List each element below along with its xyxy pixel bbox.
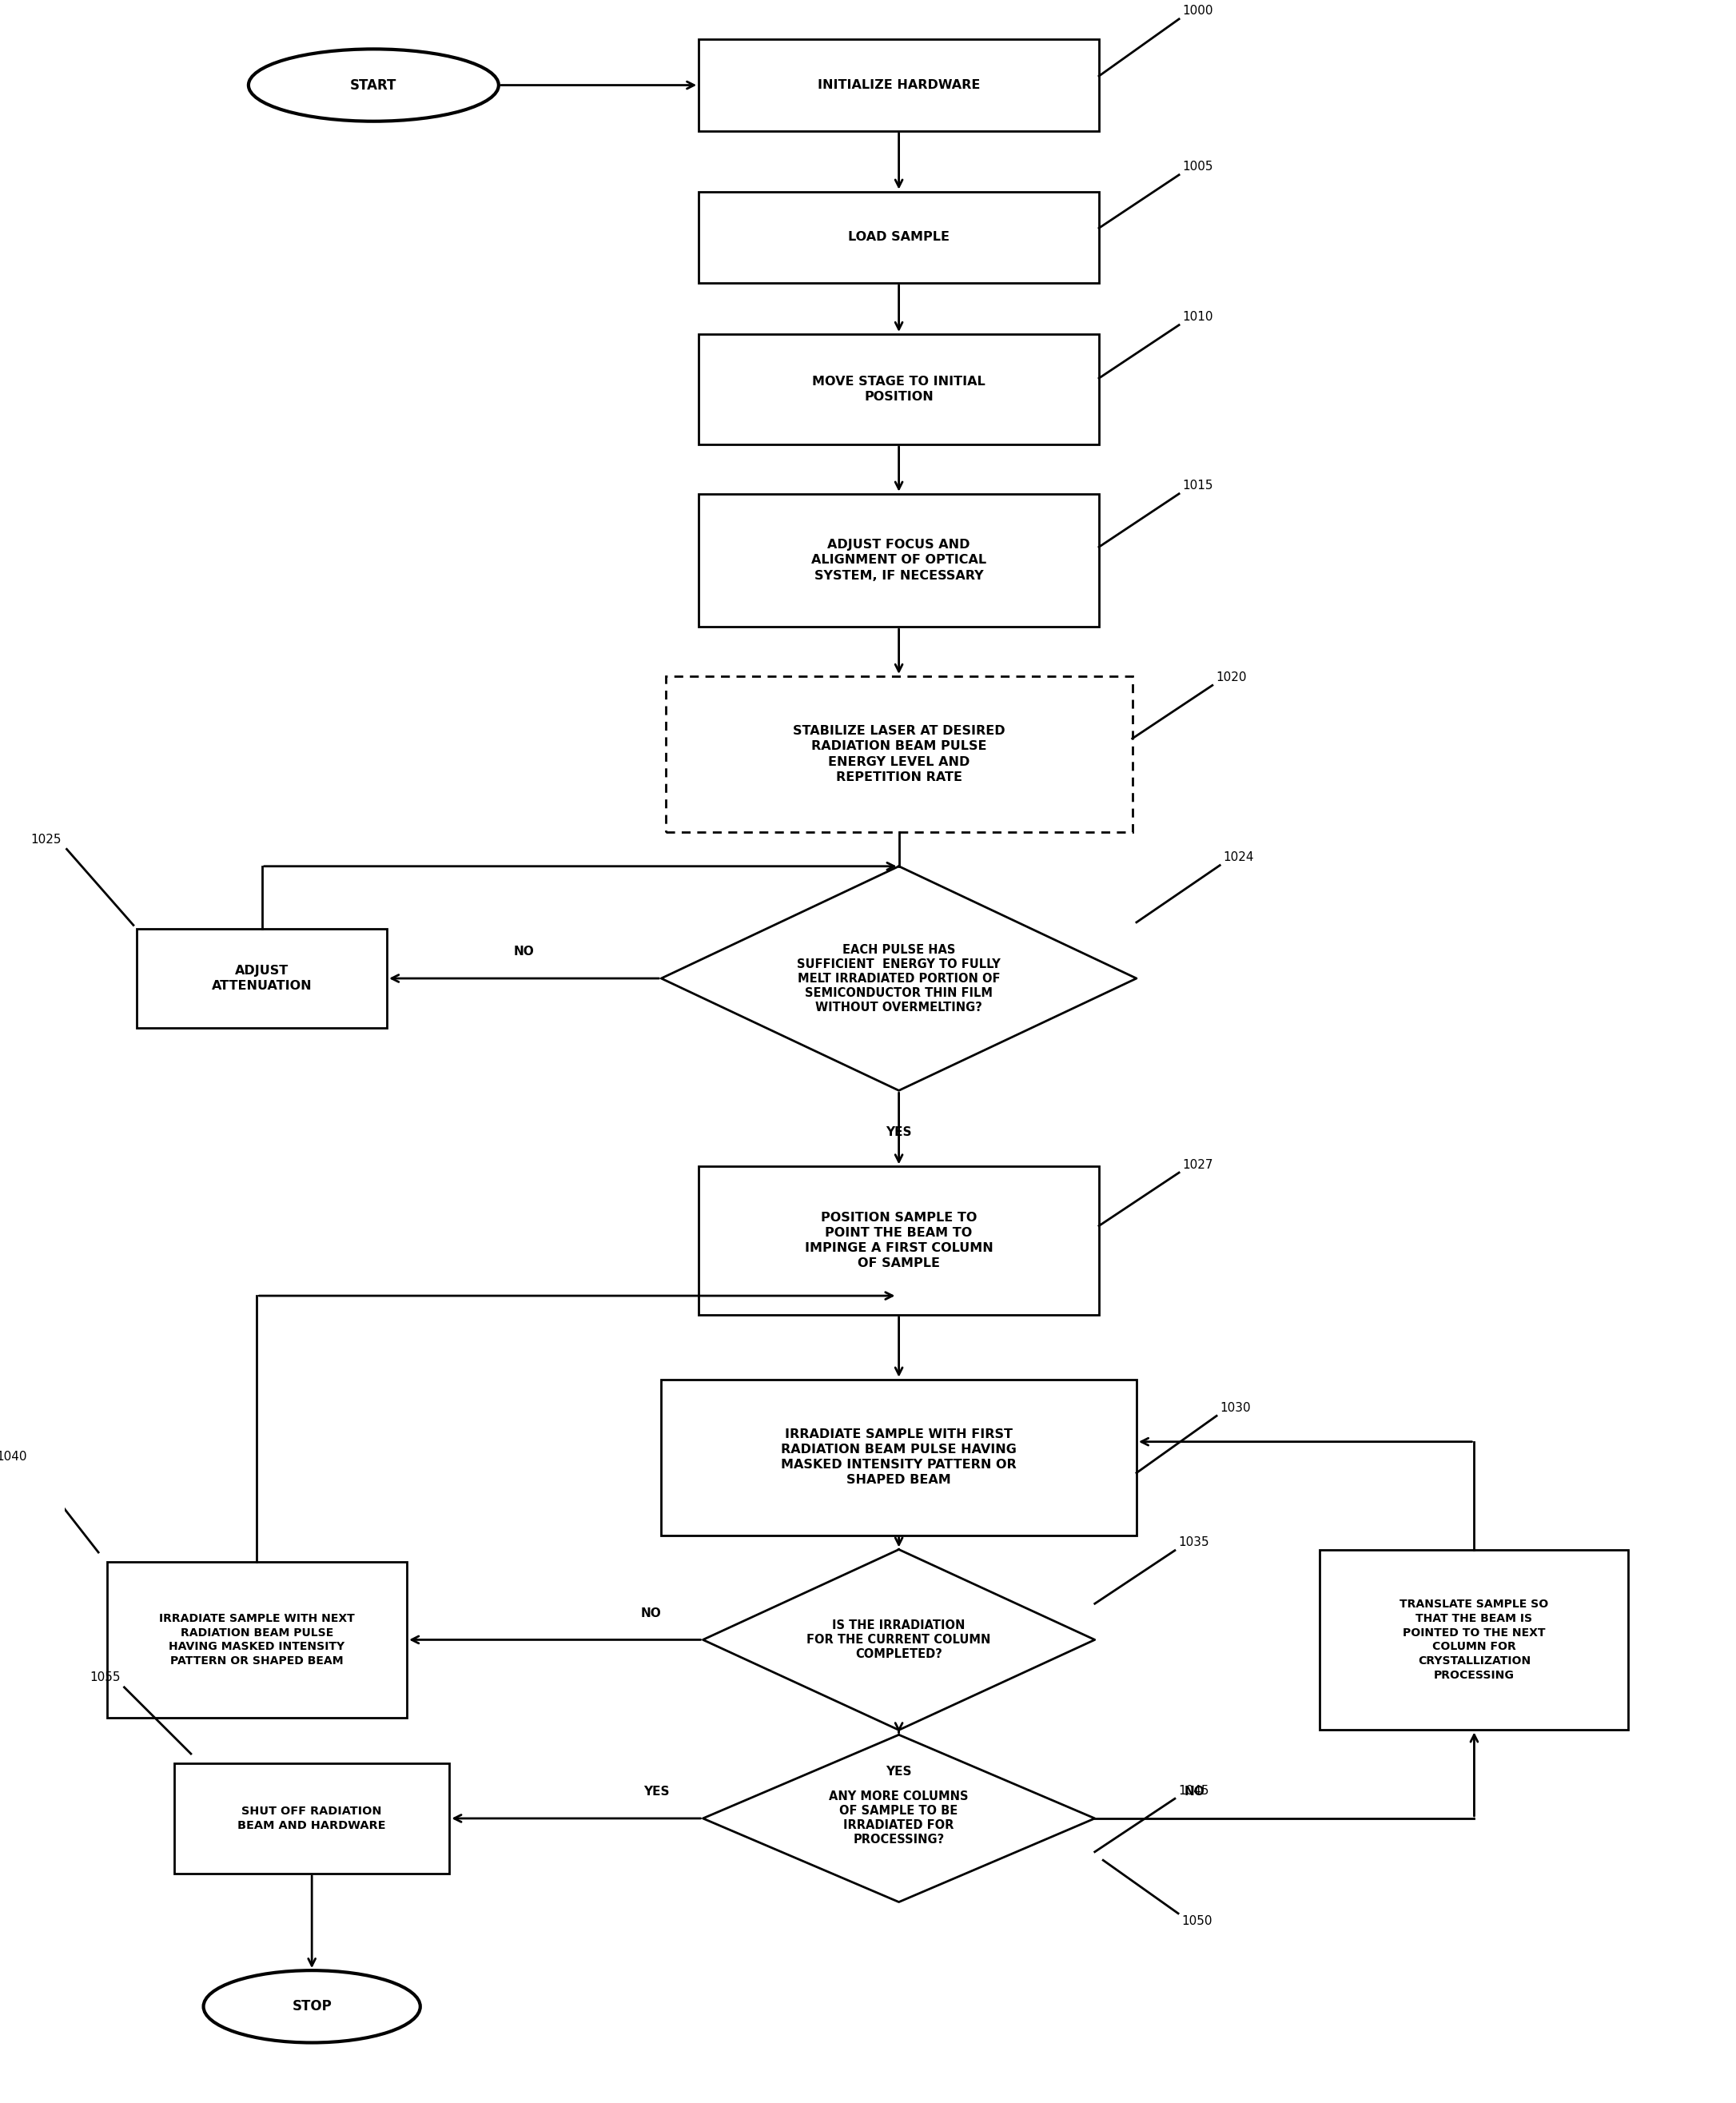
Text: ANY MORE COLUMNS
OF SAMPLE TO BE
IRRADIATED FOR
PROCESSING?: ANY MORE COLUMNS OF SAMPLE TO BE IRRADIA… [830, 1792, 969, 1846]
Text: 1050: 1050 [1182, 1916, 1212, 1926]
Text: YES: YES [885, 1127, 911, 1138]
FancyBboxPatch shape [106, 1563, 406, 1718]
Text: YES: YES [644, 1785, 670, 1798]
Text: SHUT OFF RADIATION
BEAM AND HARDWARE: SHUT OFF RADIATION BEAM AND HARDWARE [238, 1806, 385, 1832]
Text: NO: NO [514, 946, 535, 957]
FancyBboxPatch shape [661, 1380, 1137, 1535]
Text: ADJUST FOCUS AND
ALIGNMENT OF OPTICAL
SYSTEM, IF NECESSARY: ADJUST FOCUS AND ALIGNMENT OF OPTICAL SY… [811, 538, 986, 583]
Text: 1015: 1015 [1182, 479, 1213, 492]
FancyBboxPatch shape [174, 1762, 450, 1874]
Text: 1010: 1010 [1182, 311, 1213, 324]
Text: 1025: 1025 [31, 833, 62, 845]
Text: 1035: 1035 [1179, 1537, 1208, 1548]
Text: STOP: STOP [292, 2000, 332, 2015]
Text: MOVE STAGE TO INITIAL
POSITION: MOVE STAGE TO INITIAL POSITION [812, 376, 986, 404]
Text: 1040: 1040 [0, 1451, 26, 1464]
FancyBboxPatch shape [700, 494, 1099, 627]
FancyBboxPatch shape [700, 191, 1099, 282]
FancyBboxPatch shape [665, 677, 1132, 833]
Text: START: START [351, 78, 398, 93]
Text: POSITION SAMPLE TO
POINT THE BEAM TO
IMPINGE A FIRST COLUMN
OF SAMPLE: POSITION SAMPLE TO POINT THE BEAM TO IMP… [806, 1211, 993, 1270]
FancyBboxPatch shape [700, 40, 1099, 130]
Text: EACH PULSE HAS
SUFFICIENT  ENERGY TO FULLY
MELT IRRADIATED PORTION OF
SEMICONDUC: EACH PULSE HAS SUFFICIENT ENERGY TO FULL… [797, 944, 1000, 1014]
Text: NO: NO [641, 1607, 661, 1619]
Text: IRRADIATE SAMPLE WITH NEXT
RADIATION BEAM PULSE
HAVING MASKED INTENSITY
PATTERN : IRRADIATE SAMPLE WITH NEXT RADIATION BEA… [160, 1613, 354, 1668]
Text: YES: YES [885, 1767, 911, 1777]
Text: INITIALIZE HARDWARE: INITIALIZE HARDWARE [818, 80, 981, 90]
Text: STABILIZE LASER AT DESIRED
RADIATION BEAM PULSE
ENERGY LEVEL AND
REPETITION RATE: STABILIZE LASER AT DESIRED RADIATION BEA… [793, 726, 1005, 782]
FancyBboxPatch shape [700, 1167, 1099, 1314]
Text: TRANSLATE SAMPLE SO
THAT THE BEAM IS
POINTED TO THE NEXT
COLUMN FOR
CRYSTALLIZAT: TRANSLATE SAMPLE SO THAT THE BEAM IS POI… [1399, 1598, 1549, 1680]
Ellipse shape [203, 1971, 420, 2042]
Text: 1005: 1005 [1182, 162, 1213, 172]
Text: LOAD SAMPLE: LOAD SAMPLE [849, 231, 950, 244]
Text: 1045: 1045 [1179, 1785, 1208, 1796]
Text: 1000: 1000 [1182, 4, 1213, 17]
Text: IS THE IRRADIATION
FOR THE CURRENT COLUMN
COMPLETED?: IS THE IRRADIATION FOR THE CURRENT COLUM… [807, 1619, 991, 1659]
Text: 1055: 1055 [90, 1672, 122, 1685]
Text: 1027: 1027 [1182, 1159, 1213, 1171]
Ellipse shape [248, 48, 498, 122]
FancyBboxPatch shape [1319, 1550, 1628, 1731]
Text: NO: NO [1184, 1785, 1205, 1798]
Text: 1020: 1020 [1215, 671, 1246, 683]
Text: ADJUST
ATTENUATION: ADJUST ATTENUATION [212, 965, 312, 993]
FancyBboxPatch shape [700, 334, 1099, 444]
FancyBboxPatch shape [137, 930, 387, 1028]
Text: IRRADIATE SAMPLE WITH FIRST
RADIATION BEAM PULSE HAVING
MASKED INTENSITY PATTERN: IRRADIATE SAMPLE WITH FIRST RADIATION BE… [781, 1428, 1017, 1487]
Text: 1030: 1030 [1220, 1403, 1250, 1413]
Text: 1024: 1024 [1224, 852, 1253, 864]
